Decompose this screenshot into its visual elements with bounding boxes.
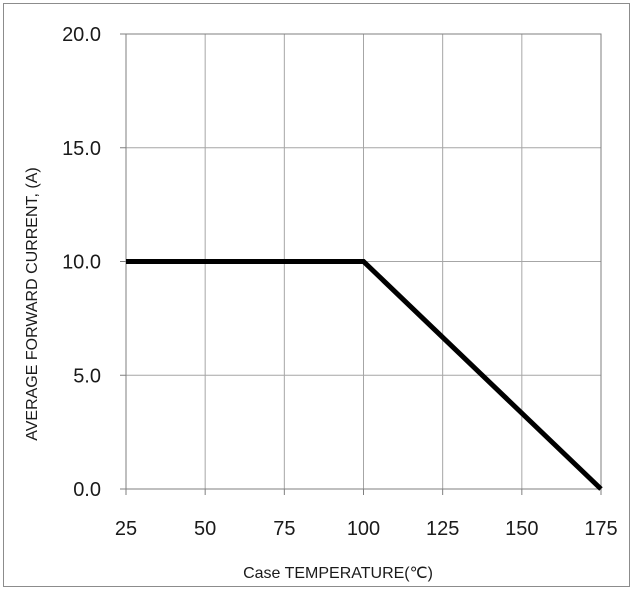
y-tick-label: 0.0	[73, 479, 101, 501]
y-axis-label: AVERAGE FORWARD CURRENT, (A)	[24, 167, 41, 441]
y-tick-label: 15.0	[62, 138, 101, 160]
x-tick-label: 50	[194, 518, 216, 540]
tick-labels: 25 50 75 100 125 150 175 0.0 5.0 10.0 15.0 20.0	[62, 24, 618, 540]
x-tick-label: 100	[347, 518, 380, 540]
series-line	[126, 259, 603, 491]
y-tick-label: 20.0	[62, 24, 101, 46]
x-tick-label: 150	[505, 518, 538, 540]
series-layer	[126, 259, 603, 491]
x-tick-label: 125	[426, 518, 459, 540]
x-tick-label: 25	[115, 518, 137, 540]
y-tick-label: 5.0	[73, 365, 101, 387]
y-tick-label: 10.0	[62, 252, 101, 274]
x-tick-label: 75	[273, 518, 295, 540]
x-tick-label: 175	[584, 518, 617, 540]
x-axis-label: Case TEMPERATURE(℃)	[243, 565, 433, 582]
chart-frame	[3, 3, 630, 587]
axis-ticks	[120, 33, 602, 495]
